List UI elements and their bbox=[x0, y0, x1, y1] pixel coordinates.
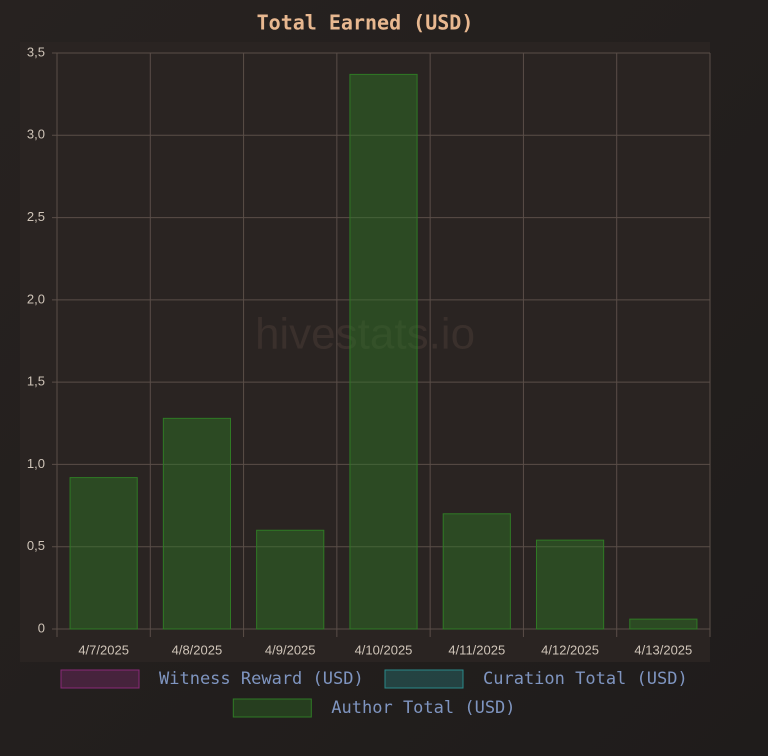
bar bbox=[69, 477, 138, 630]
chart-title: Total Earned (USD) bbox=[257, 11, 474, 35]
x-tick-label: 4/10/2025 bbox=[355, 642, 413, 657]
bar bbox=[256, 529, 325, 630]
watermark: hivestats.io bbox=[255, 310, 475, 359]
y-tick-label: 1,0 bbox=[27, 456, 45, 471]
y-tick-label: 2,5 bbox=[27, 209, 45, 224]
y-tick-label: 3,0 bbox=[27, 127, 45, 142]
x-tick-label: 4/13/2025 bbox=[634, 642, 692, 657]
legend-label: Witness Reward (USD) bbox=[159, 669, 364, 689]
x-tick-label: 4/9/2025 bbox=[265, 642, 316, 657]
x-tick-label: 4/12/2025 bbox=[541, 642, 599, 657]
x-tick-label: 4/7/2025 bbox=[78, 642, 129, 657]
bar bbox=[162, 417, 232, 630]
y-tick-label: 0 bbox=[38, 620, 45, 635]
bar bbox=[349, 73, 418, 630]
legend-label: Author Total (USD) bbox=[331, 698, 515, 718]
y-tick-label: 2,0 bbox=[27, 291, 45, 306]
legend-label: Curation Total (USD) bbox=[483, 669, 688, 689]
y-tick-label: 1,5 bbox=[27, 374, 45, 389]
bar bbox=[535, 539, 605, 630]
legend-swatch bbox=[232, 698, 312, 718]
y-tick-label: 3,5 bbox=[27, 44, 45, 59]
bar bbox=[442, 513, 511, 630]
y-tick-label: 0,5 bbox=[27, 538, 45, 553]
x-tick-label: 4/11/2025 bbox=[448, 642, 505, 657]
bar bbox=[629, 618, 698, 630]
legend-swatch bbox=[60, 669, 140, 689]
legend-swatch bbox=[384, 669, 464, 689]
plot-background bbox=[20, 42, 710, 662]
x-tick-label: 4/8/2025 bbox=[172, 642, 223, 657]
